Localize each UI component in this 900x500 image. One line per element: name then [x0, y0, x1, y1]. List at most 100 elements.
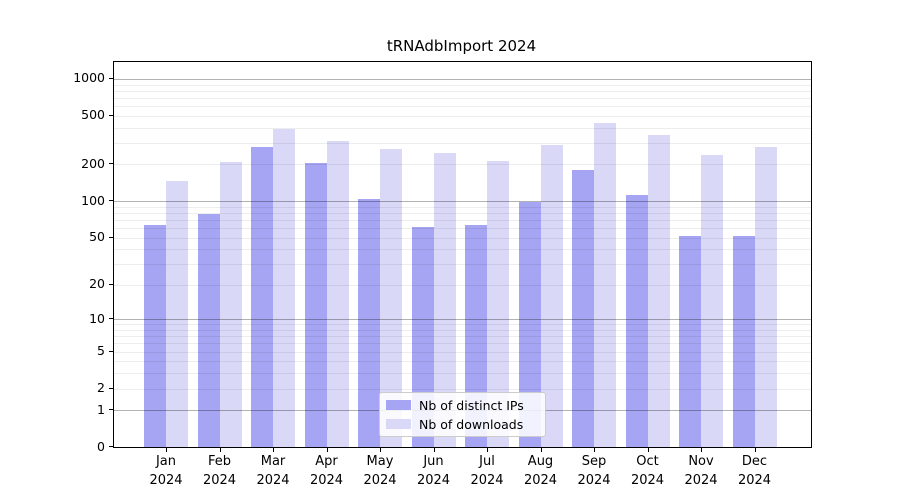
legend-label-downloads: Nb of downloads	[419, 416, 524, 432]
ytick-label-1000: 1000	[73, 70, 105, 86]
bar-downloads-may	[380, 148, 402, 447]
gridline-minor-3	[114, 373, 811, 375]
legend-entry-downloads: Nb of downloads	[386, 417, 537, 432]
xtick-mark-nov	[701, 448, 702, 452]
legend-swatch-ips	[386, 400, 411, 410]
xtick-label-feb: Feb 2024	[188, 452, 252, 490]
year-label: 2024	[577, 473, 611, 488]
gridline-minor-30	[114, 264, 811, 265]
xtick-label-jun: Jun 2024	[402, 452, 466, 490]
xtick-mark-dec	[754, 448, 756, 452]
xtick-mark-jun	[433, 448, 435, 452]
bar-downloads-mar	[273, 129, 295, 447]
xtick-mark-mar	[273, 448, 274, 452]
ytick-mark-50	[109, 236, 113, 238]
bar-distinct-ips-mar	[251, 146, 273, 447]
month-label: Jun	[423, 454, 444, 469]
xtick-mark-apr	[326, 448, 328, 452]
ytick-mark-0	[109, 446, 113, 447]
year-label: 2024	[630, 473, 665, 488]
gridline-minor-5	[114, 351, 811, 353]
ytick-label-100: 100	[81, 192, 105, 208]
bar-downloads-nov	[701, 155, 723, 447]
year-label: 2024	[470, 473, 504, 488]
bar-distinct-ips-dec	[732, 236, 755, 447]
ytick-mark-20	[109, 283, 113, 285]
month-label: Nov	[688, 454, 714, 469]
gridline-minor-400	[114, 127, 811, 129]
gridline-minor-800	[114, 90, 811, 92]
month-label: Aug	[527, 454, 554, 469]
legend-entry-distinct-ips: Nb of distinct IPs	[386, 398, 537, 413]
ytick-mark-1000	[109, 77, 113, 79]
xtick-mark-feb	[219, 448, 221, 452]
year-label: 2024	[684, 473, 718, 488]
gridline-minor-2	[114, 388, 811, 390]
xtick-label-apr: Apr 2024	[295, 452, 359, 490]
ytick-mark-500	[109, 114, 113, 116]
ytick-label-20: 20	[89, 276, 105, 292]
ytick-label-0: 0	[97, 438, 105, 454]
gridline-minor-20	[114, 284, 811, 286]
year-label: 2024	[202, 473, 237, 488]
gridline-minor-7	[114, 336, 811, 338]
xtick-mark-jul	[487, 448, 488, 452]
xtick-label-sep: Sep 2024	[562, 452, 626, 490]
xtick-mark-oct	[647, 448, 649, 452]
gridline-major-10	[114, 319, 811, 321]
year-label: 2024	[256, 473, 290, 488]
gridline-minor-50	[114, 237, 811, 239]
gridline-minor-60	[114, 227, 811, 229]
gridline-minor-8	[114, 329, 811, 331]
ytick-label-500: 500	[81, 107, 105, 123]
bar-downloads-aug	[540, 145, 563, 447]
bar-downloads-apr	[326, 141, 349, 447]
bar-distinct-ips-jul	[465, 224, 487, 447]
year-label: 2024	[149, 473, 183, 488]
bar-downloads-jun	[433, 153, 456, 447]
bar-distinct-ips-may	[358, 198, 380, 447]
gridline-minor-4	[114, 361, 811, 363]
gridline-minor-9	[114, 324, 811, 326]
year-label: 2024	[416, 473, 451, 488]
xtick-label-dec: Dec 2024	[723, 452, 787, 490]
month-label: Oct	[636, 454, 659, 469]
month-label: Sep	[581, 454, 607, 469]
month-label: Mar	[260, 454, 286, 469]
bar-downloads-feb	[219, 162, 242, 447]
legend-swatch-downloads	[386, 419, 411, 429]
ytick-mark-1	[109, 409, 113, 411]
legend: Nb of distinct IPs Nb of downloads	[379, 392, 546, 437]
bar-distinct-ips-nov	[679, 236, 701, 447]
plot-area	[113, 61, 812, 448]
month-label: Jan	[155, 454, 177, 469]
month-label: Dec	[741, 454, 768, 469]
month-label: Jul	[479, 454, 495, 469]
xtick-label-oct: Oct 2024	[616, 452, 680, 490]
bar-distinct-ips-aug	[518, 202, 541, 447]
bar-distinct-ips-feb	[197, 214, 220, 447]
xtick-mark-jan	[166, 448, 167, 452]
bar-distinct-ips-apr	[304, 163, 327, 447]
gridline-minor-700	[114, 97, 811, 99]
legend-label-ips: Nb of distinct IPs	[419, 397, 524, 413]
year-label: 2024	[309, 473, 344, 488]
chart-title: tRNAdbImport 2024	[386, 37, 537, 55]
gridline-minor-500	[114, 115, 811, 117]
ytick-mark-2	[109, 387, 113, 389]
gridline-minor-6	[114, 343, 811, 345]
xtick-label-jan: Jan 2024	[134, 452, 198, 490]
bar-downloads-jan	[166, 181, 188, 447]
month-label: Feb	[207, 454, 232, 469]
bar-distinct-ips-jan	[144, 225, 166, 447]
gridline-minor-70	[114, 219, 811, 221]
xtick-label-may: May 2024	[348, 452, 412, 490]
gridline-minor-300	[114, 142, 811, 144]
gridline-minor-40	[114, 249, 811, 251]
ytick-label-10: 10	[89, 310, 105, 326]
ytick-mark-100	[109, 200, 113, 202]
gridline-minor-80	[114, 212, 811, 214]
gridline-minor-200	[114, 164, 811, 166]
xtick-mark-may	[380, 448, 381, 452]
